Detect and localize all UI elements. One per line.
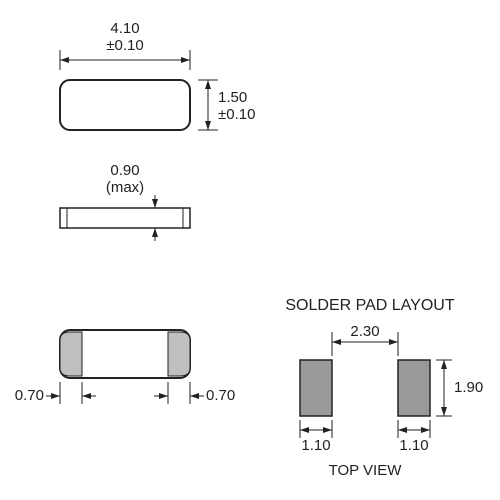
solder-subtitle: TOP VIEW [329, 462, 403, 479]
component-bottom-view [60, 330, 190, 378]
height-value: 1.50 [218, 89, 247, 106]
width-value: 4.10 [110, 20, 139, 37]
dim-solder-gap: 2.30 [332, 323, 398, 356]
dim-solder-height: 1.90 [436, 360, 483, 416]
solder-height-value: 1.90 [454, 379, 483, 396]
pad-left-value: 0.70 [15, 387, 44, 404]
component-top-outline [60, 80, 190, 130]
dim-pad-left: 0.70 [15, 382, 96, 404]
solder-pad-right-w: 1.10 [399, 437, 428, 454]
dim-solder-pad-left-w: 1.10 [300, 420, 332, 454]
dim-solder-pad-right-w: 1.10 [398, 420, 430, 454]
dim-height-top: 1.50 ±0.10 [198, 80, 255, 130]
bottom-pad-right [168, 332, 190, 376]
pad-right-value: 0.70 [206, 387, 235, 404]
bottom-pad-left [60, 332, 82, 376]
thickness-note: (max) [106, 179, 144, 196]
component-side-outline [60, 208, 190, 228]
dim-thickness: 0.90 (max) [106, 162, 168, 241]
width-tol: ±0.10 [106, 37, 143, 54]
dim-pad-right: 0.70 [154, 382, 235, 404]
dim-width-top: 4.10 ±0.10 [60, 20, 190, 70]
gap-value: 2.30 [350, 323, 379, 340]
solder-title: SOLDER PAD LAYOUT [285, 297, 454, 314]
solder-pad-left-w: 1.10 [301, 437, 330, 454]
solder-pad-right [398, 360, 430, 416]
thickness-value: 0.90 [110, 162, 139, 179]
solder-pad-left [300, 360, 332, 416]
height-tol: ±0.10 [218, 106, 255, 123]
